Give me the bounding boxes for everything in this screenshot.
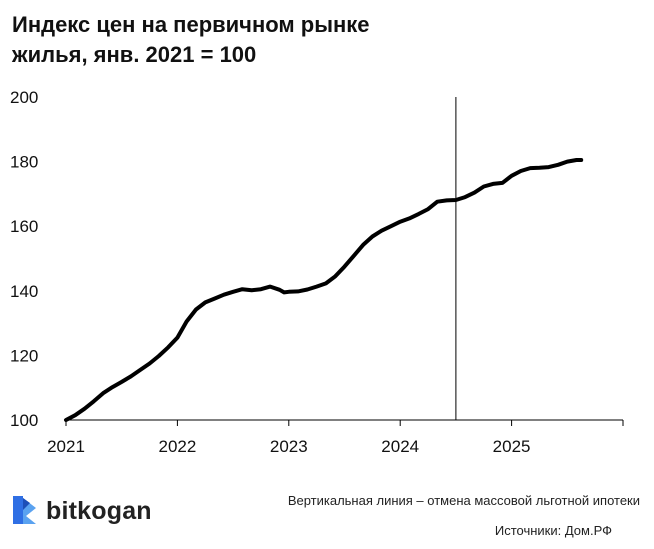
chart-note: Вертикальная линия – отмена массовой льг… [287,493,640,508]
y-tick-label: 180 [10,153,38,172]
chart-title-line-2: жилья, янв. 2021 = 100 [12,42,257,67]
y-tick-label: 200 [10,88,38,107]
brand: bitkogan [10,494,152,528]
x-axis [65,419,624,426]
x-tick-label: 2025 [493,437,531,456]
chart-title: Индекс цен на первичном рынке жилья, янв… [12,10,632,70]
y-tick-label: 100 [10,411,38,430]
chart-source: Источники: Дом.РФ [494,523,612,538]
y-tick-label: 140 [10,282,38,301]
brand-name: bitkogan [46,496,152,525]
chart-title-line-1: Индекс цен на первичном рынке [12,12,370,37]
y-tick-label: 160 [10,217,38,236]
x-tick-label: 2022 [158,437,196,456]
y-tick-label: 120 [10,346,38,365]
x-tick-label: 2021 [47,437,85,456]
x-tick-label: 2023 [270,437,308,456]
price-index-series-line [64,158,584,422]
y-axis-labels: 100 120 140 160 180 200 [10,88,38,430]
x-tick-label: 2024 [381,437,419,456]
x-axis-labels: 2021 2022 2023 2024 2025 [47,437,530,456]
bitkogan-logo-icon [13,496,36,524]
